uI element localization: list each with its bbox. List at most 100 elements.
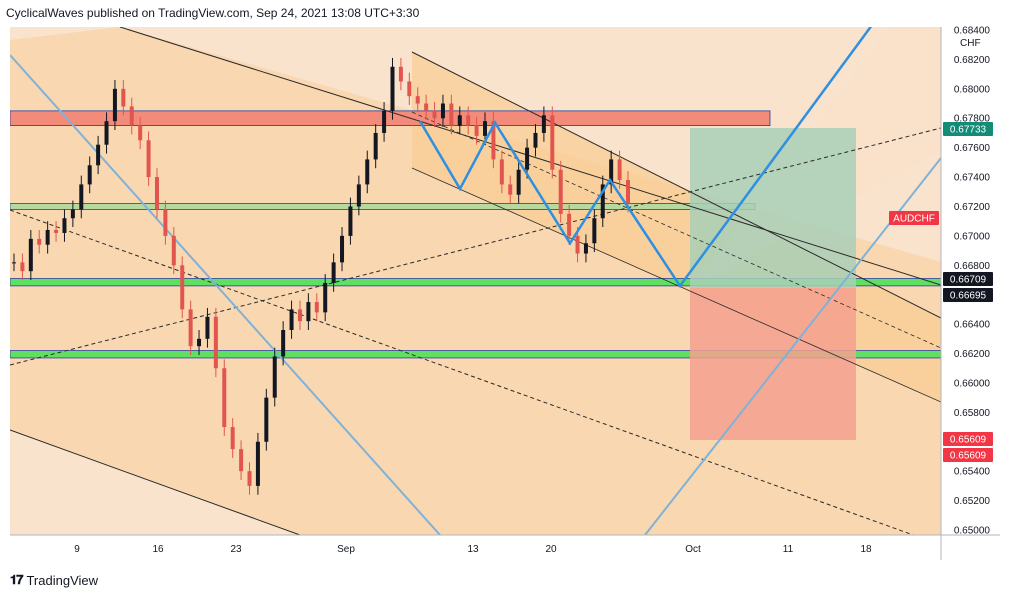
- candle: [230, 418, 235, 458]
- candle: [197, 330, 202, 355]
- y-tick-label: 0.67400: [954, 173, 991, 184]
- y-tick-label: 0.66800: [954, 261, 991, 272]
- candle: [424, 94, 429, 120]
- candle: [567, 205, 572, 245]
- candle: [356, 175, 361, 216]
- y-tick-label: 0.68200: [954, 55, 991, 66]
- candle: [37, 230, 42, 254]
- candle: [491, 112, 496, 169]
- y-tick-label: 0.67000: [954, 231, 991, 242]
- y-tick-label: 0.66400: [954, 320, 991, 331]
- candle: [432, 102, 437, 128]
- candle: [407, 72, 412, 105]
- candle: [62, 209, 67, 242]
- candle: [499, 150, 504, 194]
- candle: [550, 106, 555, 179]
- candle: [104, 112, 109, 154]
- candle: [222, 359, 227, 436]
- candle: [188, 300, 193, 355]
- y-tick-label: 0.67800: [954, 114, 991, 125]
- x-tick-label: 9: [74, 544, 80, 555]
- candle: [516, 160, 521, 204]
- candle: [600, 175, 605, 228]
- x-axis[interactable]: 9 16 23 Sep 13 20 Oct 11 18: [74, 544, 872, 555]
- candle: [583, 234, 588, 263]
- dashed-ascending-line: [10, 127, 941, 366]
- candle: [281, 321, 286, 366]
- candle: [96, 135, 101, 175]
- x-tick-label: 18: [860, 544, 872, 555]
- y-tick-label: 0.68400: [954, 26, 991, 37]
- dashed-descending-line: [10, 209, 915, 535]
- candle: [373, 124, 378, 169]
- candle: [609, 150, 614, 194]
- y-tick-label: 0.65400: [954, 467, 991, 478]
- plot-area: [10, 27, 941, 535]
- candle: [390, 57, 395, 120]
- y-tick-label: 0.67600: [954, 143, 991, 154]
- candle: [340, 227, 345, 272]
- zone-support-1: [10, 278, 941, 287]
- target-zone: [690, 128, 856, 288]
- price-tag-stop-1: 0.65609: [943, 432, 993, 446]
- candle: [255, 432, 260, 495]
- candle: [45, 221, 50, 254]
- channel-upper-line: [119, 27, 941, 286]
- candle: [365, 150, 370, 194]
- candle: [87, 156, 92, 194]
- candle: [163, 200, 168, 245]
- blue-descending-trendline: [10, 54, 441, 535]
- candle: [129, 97, 134, 135]
- candle: [348, 197, 353, 245]
- zone-resistance: [10, 110, 771, 126]
- y-tick-label: 0.65000: [954, 526, 991, 537]
- candle: [239, 440, 244, 480]
- candle: [146, 131, 151, 186]
- y-tick-label: 0.67200: [954, 202, 991, 213]
- candle: [121, 80, 126, 116]
- tradingview-logo-icon: 𝟏𝟕: [10, 572, 24, 587]
- x-tick-label: 13: [467, 544, 479, 555]
- svg-text:0.65609: 0.65609: [950, 451, 987, 462]
- candle: [541, 106, 546, 142]
- y-tick-label: 0.68000: [954, 84, 991, 95]
- zone-support-2: [10, 350, 941, 359]
- price-tag-target: 0.67733: [943, 122, 993, 136]
- candle: [440, 94, 445, 128]
- y-tick-label: 0.65200: [954, 496, 991, 507]
- candle: [297, 300, 302, 330]
- price-tag-zone-upper: 0.66709: [943, 272, 993, 286]
- candle: [79, 175, 84, 219]
- footer: 𝟏𝟕 TradingView: [10, 572, 98, 588]
- candle: [289, 300, 294, 339]
- candle: [533, 124, 538, 157]
- candle: [70, 200, 75, 228]
- candle: [247, 462, 252, 495]
- candle: [138, 116, 143, 150]
- candle: [449, 94, 454, 135]
- candle: [398, 57, 403, 91]
- x-tick-label: Oct: [685, 544, 701, 555]
- publisher-header: CyclicalWaves published on TradingView.c…: [6, 6, 420, 20]
- inner-channel-mid: [411, 111, 941, 349]
- candle: [617, 150, 622, 189]
- svg-text:0.66709: 0.66709: [950, 275, 987, 286]
- x-tick-label: Sep: [337, 544, 355, 555]
- currency-label: CHF: [960, 38, 981, 49]
- svg-text:0.65609: 0.65609: [950, 435, 987, 446]
- x-tick-label: 16: [152, 544, 164, 555]
- y-tick-label: 0.66000: [954, 378, 991, 389]
- candle: [28, 230, 33, 280]
- candle: [180, 256, 185, 319]
- x-tick-label: 20: [545, 544, 557, 555]
- candle: [415, 87, 420, 113]
- candle: [54, 221, 59, 242]
- candle: [314, 293, 319, 322]
- price-tag-stop-2: 0.65609: [943, 448, 993, 462]
- candle: [205, 307, 210, 348]
- candle: [12, 253, 16, 272]
- x-tick-label: 11: [783, 544, 794, 555]
- candle: [382, 102, 387, 142]
- candle: [306, 293, 311, 330]
